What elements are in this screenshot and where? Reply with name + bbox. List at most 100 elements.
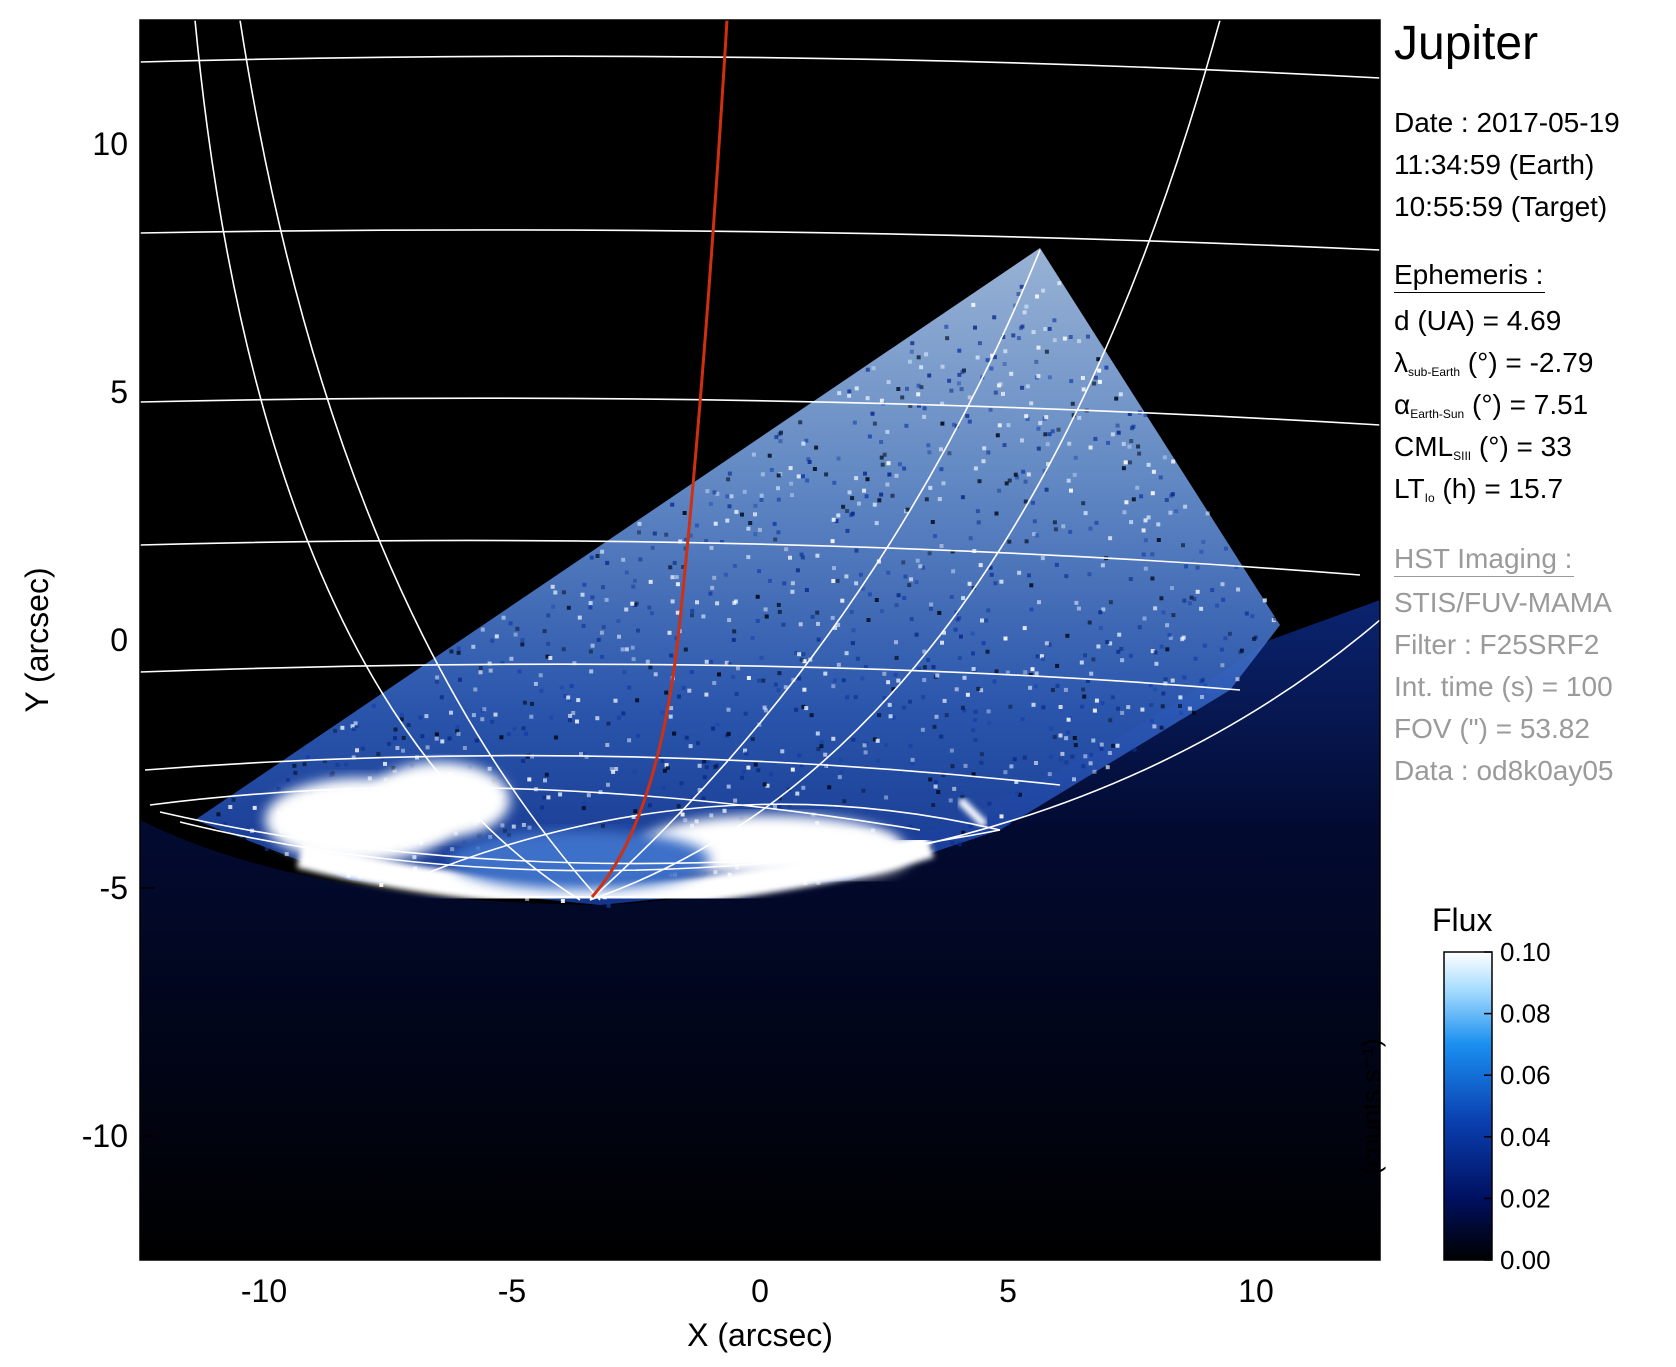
noise-pixel xyxy=(861,788,866,793)
noise-pixel xyxy=(1012,757,1017,762)
noise-pixel xyxy=(478,832,483,837)
noise-pixel xyxy=(753,512,757,517)
noise-pixel xyxy=(1158,475,1163,480)
noise-pixel xyxy=(1150,576,1155,581)
noise-pixel xyxy=(804,706,809,711)
noise-pixel xyxy=(976,520,981,525)
noise-pixel xyxy=(922,678,927,682)
noise-pixel xyxy=(1110,695,1115,700)
noise-pixel xyxy=(772,521,777,526)
noise-pixel xyxy=(611,769,616,774)
noise-pixel xyxy=(710,585,715,590)
noise-pixel xyxy=(582,582,587,587)
noise-pixel xyxy=(988,407,993,412)
noise-pixel xyxy=(1047,326,1052,331)
noise-pixel xyxy=(669,706,674,711)
noise-pixel xyxy=(733,798,738,803)
noise-pixel xyxy=(1044,415,1049,420)
noise-pixel xyxy=(1132,747,1137,752)
noise-pixel xyxy=(986,709,991,714)
noise-pixel xyxy=(847,393,852,398)
noise-pixel xyxy=(1068,529,1073,534)
noise-pixel xyxy=(1044,349,1049,354)
noise-pixel xyxy=(401,748,405,753)
filter-text: Filter : F25SRF2 xyxy=(1394,629,1600,660)
noise-pixel xyxy=(989,366,994,371)
noise-pixel xyxy=(527,777,532,782)
noise-pixel xyxy=(513,632,518,637)
noise-pixel xyxy=(1235,677,1240,682)
noise-pixel xyxy=(1141,528,1146,533)
noise-pixel xyxy=(1065,730,1070,735)
noise-pixel xyxy=(746,765,751,770)
noise-pixel xyxy=(916,383,921,388)
noise-pixel xyxy=(837,775,842,780)
noise-pixel xyxy=(1022,755,1027,760)
noise-pixel xyxy=(456,646,461,651)
noise-pixel xyxy=(500,823,505,828)
noise-pixel xyxy=(1119,646,1124,651)
noise-pixel xyxy=(981,641,986,646)
noise-pixel xyxy=(922,406,927,411)
noise-pixel xyxy=(544,772,549,777)
noise-pixel xyxy=(931,665,936,669)
noise-pixel xyxy=(902,705,906,710)
noise-pixel xyxy=(1055,683,1060,688)
noise-pixel xyxy=(344,762,349,767)
noise-pixel xyxy=(753,503,758,508)
noise-pixel xyxy=(1045,442,1050,447)
noise-pixel xyxy=(992,679,997,684)
noise-pixel xyxy=(490,638,495,643)
noise-pixel xyxy=(387,741,391,746)
noise-pixel xyxy=(916,355,921,360)
noise-pixel xyxy=(924,352,929,357)
noise-pixel xyxy=(1013,472,1018,477)
noise-pixel xyxy=(712,490,717,495)
colorbar-tick-label: 0.02 xyxy=(1500,1183,1551,1213)
x-axis-ticks: -10 -5 0 5 10 xyxy=(241,1246,1274,1309)
noise-pixel xyxy=(931,803,936,807)
noise-pixel xyxy=(759,493,764,498)
noise-pixel xyxy=(948,798,953,803)
noise-pixel xyxy=(763,708,768,713)
int-time-text: Int. time (s) = 100 xyxy=(1394,671,1613,702)
noise-pixel xyxy=(1088,761,1093,766)
noise-pixel xyxy=(439,695,444,700)
noise-pixel xyxy=(435,675,440,680)
noise-pixel xyxy=(886,570,891,575)
noise-pixel xyxy=(529,714,534,719)
noise-pixel xyxy=(1070,401,1075,406)
noise-pixel xyxy=(434,736,439,741)
noise-pixel xyxy=(684,735,689,740)
noise-pixel xyxy=(561,647,566,652)
noise-pixel xyxy=(568,713,573,718)
noise-pixel xyxy=(984,618,989,623)
noise-pixel xyxy=(1118,392,1123,397)
noise-pixel xyxy=(1227,631,1232,636)
noise-pixel xyxy=(1020,385,1024,390)
noise-pixel xyxy=(753,762,758,767)
noise-pixel xyxy=(583,752,588,756)
noise-pixel xyxy=(744,751,749,756)
noise-pixel xyxy=(1195,565,1200,570)
noise-pixel xyxy=(1064,760,1069,765)
noise-pixel xyxy=(1023,670,1028,675)
noise-pixel xyxy=(805,478,810,483)
noise-pixel xyxy=(546,795,551,800)
noise-pixel xyxy=(830,615,835,620)
noise-pixel xyxy=(1104,365,1109,370)
noise-pixel xyxy=(1036,374,1041,379)
noise-pixel xyxy=(1165,623,1170,628)
noise-pixel xyxy=(1034,359,1039,364)
noise-pixel xyxy=(548,656,553,660)
noise-pixel xyxy=(393,727,398,732)
noise-pixel xyxy=(729,494,734,499)
colorbar-tick-label: 0.04 xyxy=(1500,1122,1551,1152)
auroral-emission xyxy=(265,762,988,907)
noise-pixel xyxy=(487,661,492,666)
noise-pixel xyxy=(1080,376,1085,380)
noise-pixel xyxy=(1202,643,1207,648)
noise-pixel xyxy=(1150,552,1155,557)
noise-pixel xyxy=(1171,613,1176,618)
noise-pixel xyxy=(524,731,528,736)
